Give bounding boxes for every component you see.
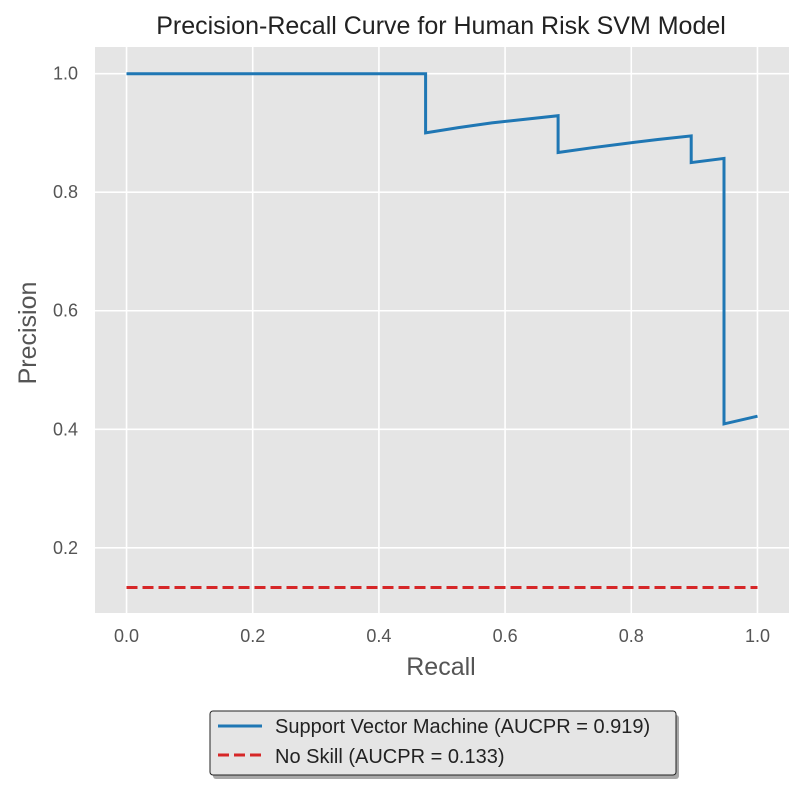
chart-title: Precision-Recall Curve for Human Risk SV…: [156, 12, 726, 40]
legend-label-no-skill: No Skill (AUCPR = 0.133): [275, 746, 505, 768]
y-axis-label: Precision: [14, 282, 42, 385]
y-tick-label: 0.8: [53, 182, 78, 202]
series-svm-curve: [126, 72, 758, 426]
x-tick-labels: 0.0 0.2 0.4 0.6 0.8 1.0: [114, 626, 770, 646]
y-tick-label: 0.2: [53, 538, 78, 558]
x-tick-label: 0.0: [114, 626, 139, 646]
y-tick-label: 1.0: [53, 64, 78, 84]
x-tick-label: 0.8: [619, 626, 644, 646]
x-tick-label: 0.6: [493, 626, 518, 646]
x-axis-label: Recall: [406, 653, 475, 681]
legend-box: [209, 710, 677, 776]
plot-area: [95, 47, 789, 613]
y-tick-label: 0.4: [53, 419, 78, 439]
y-tick-label: 0.6: [53, 301, 78, 321]
legend: Support Vector Machine (AUCPR = 0.919) N…: [209, 710, 679, 779]
series-layer: [126, 72, 758, 589]
y-tick-labels: 0.2 0.4 0.6 0.8 1.0: [53, 64, 78, 558]
x-tick-label: 1.0: [745, 626, 770, 646]
x-tick-label: 0.2: [240, 626, 265, 646]
x-tick-label: 0.4: [366, 626, 391, 646]
legend-label-svm: Support Vector Machine (AUCPR = 0.919): [275, 716, 650, 738]
